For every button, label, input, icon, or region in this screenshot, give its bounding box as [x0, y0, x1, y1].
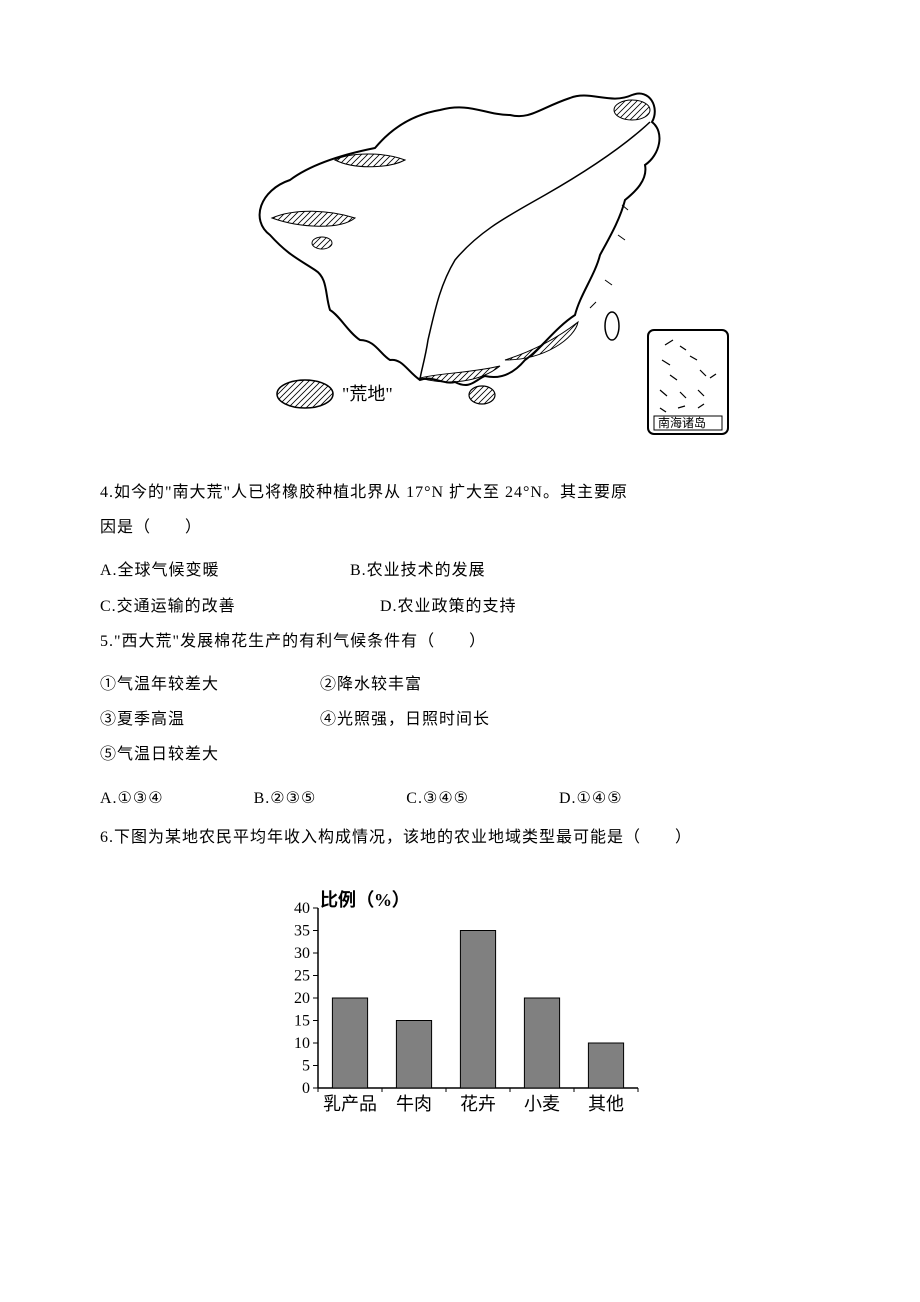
q4-optD: D.农业政策的支持 [380, 589, 517, 624]
income-chart-svg: 比例（%） 0 5 10 15 20 25 30 35 40 乳产品牛肉 花卉 小麦 其他 [260, 890, 660, 1130]
legend-oval [277, 380, 333, 408]
q4-options-row2: C.交通运输的改善 D.农业政策的支持 [100, 589, 820, 624]
q5-s2: ②降水较丰富 [320, 667, 422, 702]
svg-text:10: 10 [294, 1035, 310, 1052]
q5-statements-row3: ⑤气温日较差大 [100, 737, 820, 772]
q6-stem: 6.下图为某地农民平均年收入构成情况，该地的农业地域类型最可能是（ ） [100, 820, 820, 855]
q5-s1: ①气温年较差大 [100, 667, 270, 702]
china-map-figure: "荒地" 南海诸岛 [100, 60, 820, 440]
svg-text:35: 35 [294, 922, 310, 939]
q5-optA: A.①③④ [100, 781, 164, 816]
china-map-svg: "荒地" 南海诸岛 [180, 60, 740, 440]
q5-statements-row1: ①气温年较差大 ②降水较丰富 [100, 667, 820, 702]
q4-optA: A.全球气候变暖 [100, 553, 300, 588]
q5-s4: ④光照强，日照时间长 [320, 702, 490, 737]
svg-text:牛肉: 牛肉 [396, 1094, 432, 1114]
question-6: 6.下图为某地农民平均年收入构成情况，该地的农业地域类型最可能是（ ） [100, 820, 820, 855]
svg-text:比例（%）: 比例（%） [320, 890, 410, 910]
svg-text:40: 40 [294, 900, 310, 917]
q4-optB: B.农业技术的发展 [350, 553, 486, 588]
q5-optC: C.③④⑤ [406, 781, 469, 816]
q5-stem: 5."西大荒"发展棉花生产的有利气候条件有（ ） [100, 624, 820, 659]
svg-text:5: 5 [302, 1057, 310, 1074]
question-5: 5."西大荒"发展棉花生产的有利气候条件有（ ） [100, 624, 820, 659]
svg-text:乳产品: 乳产品 [323, 1094, 377, 1114]
svg-text:花卉: 花卉 [460, 1094, 496, 1114]
q5-s5: ⑤气温日较差大 [100, 746, 219, 763]
legend-label: "荒地" [342, 384, 393, 404]
svg-text:其他: 其他 [588, 1094, 624, 1114]
svg-text:15: 15 [294, 1012, 310, 1029]
q5-statements-row2: ③夏季高温 ④光照强，日照时间长 [100, 702, 820, 737]
q5-optB: B.②③⑤ [254, 781, 317, 816]
inset-label: 南海诸岛 [658, 415, 706, 430]
svg-text:20: 20 [294, 990, 310, 1007]
q4-optC: C.交通运输的改善 [100, 589, 330, 624]
q4-options-row1: A.全球气候变暖 B.农业技术的发展 [100, 553, 820, 588]
svg-text:25: 25 [294, 967, 310, 984]
income-chart: 比例（%） 0 5 10 15 20 25 30 35 40 乳产品牛肉 花卉 小麦 其他 [100, 890, 820, 1130]
q5-options: A.①③④ B.②③⑤ C.③④⑤ D.①④⑤ [100, 781, 820, 816]
q4-stem-line1: 4.如今的"南大荒"人已将橡胶种植北界从 17°N 扩大至 24°N。其主要原 [100, 475, 820, 510]
q5-s3: ③夏季高温 [100, 702, 270, 737]
svg-text:30: 30 [294, 945, 310, 962]
question-4: 4.如今的"南大荒"人已将橡胶种植北界从 17°N 扩大至 24°N。其主要原 … [100, 475, 820, 545]
svg-text:小麦: 小麦 [524, 1094, 560, 1114]
q5-optD: D.①④⑤ [559, 781, 623, 816]
svg-text:0: 0 [302, 1080, 310, 1097]
q4-stem-line2: 因是（ ） [100, 510, 820, 545]
